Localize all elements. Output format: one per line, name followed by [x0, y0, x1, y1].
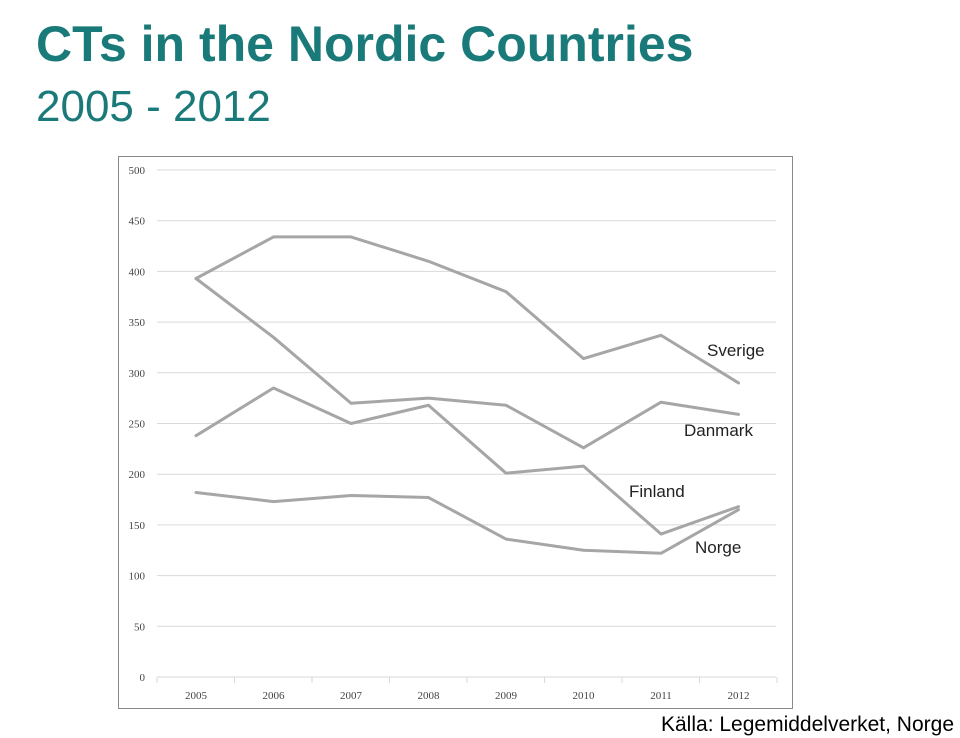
x-tick-label: 2012 — [728, 690, 750, 702]
series-line-danmark — [194, 276, 740, 450]
x-tick-label: 2011 — [650, 690, 672, 702]
x-tick-label: 2006 — [263, 690, 286, 702]
y-tick-label: 400 — [129, 266, 146, 278]
x-tick-label: 2007 — [340, 690, 363, 702]
series-line-norge — [194, 490, 740, 555]
y-tick-label: 150 — [129, 520, 146, 532]
chart-frame: 0 50 100 150 200 250 300 350 400 450 500 2005 2006 20… — [118, 156, 793, 709]
source-note: Källa: Legemiddelverket, Norge — [661, 713, 954, 736]
x-tick-label: 2009 — [495, 690, 518, 702]
page-title: CTs in the Nordic Countries — [36, 16, 694, 72]
page-subtitle: 2005 - 2012 — [36, 82, 271, 131]
y-tick-label: 350 — [129, 317, 146, 329]
y-tick-label: 100 — [129, 571, 146, 583]
series-label-finland: Finland — [629, 482, 685, 501]
y-tick-label: 450 — [129, 216, 146, 228]
x-tick-label: 2010 — [573, 690, 596, 702]
series-label-danmark: Danmark — [684, 421, 753, 440]
y-tick-label: 50 — [134, 621, 146, 633]
series-label-sverige: Sverige — [707, 341, 765, 360]
x-tick-label: 2008 — [418, 690, 441, 702]
line-chart: 0 50 100 150 200 250 300 350 400 450 500 2005 2006 20… — [129, 165, 778, 702]
y-tick-label: 500 — [129, 165, 146, 177]
series-label-norge: Norge — [695, 538, 741, 557]
y-tick-label: 200 — [129, 469, 146, 481]
y-tick-label: 0 — [140, 672, 146, 684]
series-line-sverige — [194, 235, 740, 385]
y-tick-label: 300 — [129, 368, 146, 380]
y-tick-label: 250 — [129, 419, 146, 431]
series-line-finland — [194, 386, 740, 536]
x-tick-label: 2005 — [185, 690, 208, 702]
